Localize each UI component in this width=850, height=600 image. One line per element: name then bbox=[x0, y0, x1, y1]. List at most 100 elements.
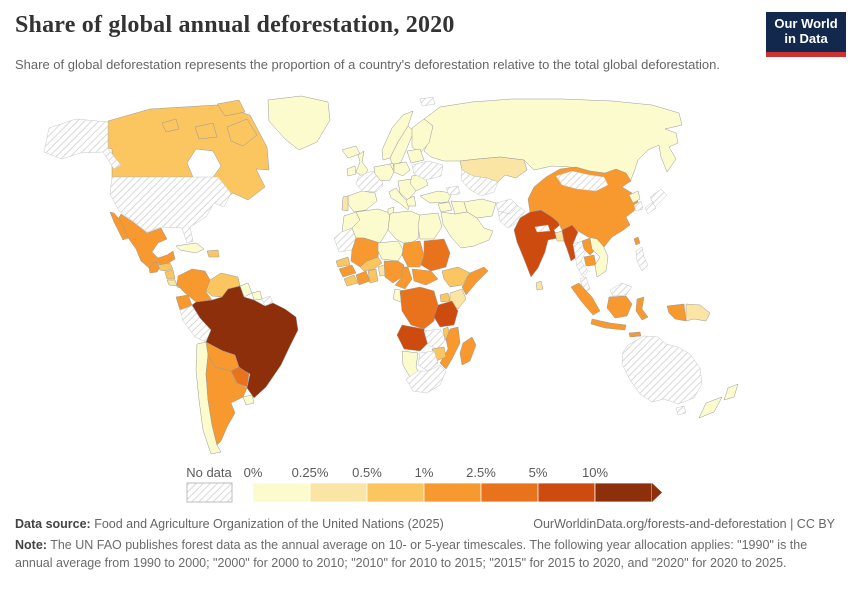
country-car[interactable] bbox=[411, 268, 439, 286]
country-drc[interactable] bbox=[399, 286, 439, 330]
country-sulawesi[interactable] bbox=[635, 296, 649, 321]
country-lesser-sunda[interactable] bbox=[628, 331, 642, 338]
country-borneo[interactable] bbox=[606, 295, 633, 319]
country-suriname[interactable] bbox=[251, 290, 263, 301]
country-iceland[interactable] bbox=[341, 145, 361, 159]
country-greenland[interactable] bbox=[267, 95, 331, 151]
country-central-asia[interactable] bbox=[460, 169, 499, 197]
country-australia[interactable] bbox=[621, 335, 703, 405]
country-libya[interactable] bbox=[387, 210, 421, 246]
country-levant[interactable] bbox=[437, 201, 453, 213]
country-somalia[interactable] bbox=[461, 266, 489, 296]
country-finland[interactable] bbox=[411, 118, 434, 154]
country-madagascar[interactable] bbox=[459, 336, 477, 366]
country-canada-baffin[interactable] bbox=[226, 118, 258, 147]
country-mozambique[interactable] bbox=[439, 326, 461, 370]
country-south-korea[interactable] bbox=[633, 200, 644, 212]
country-italy[interactable] bbox=[388, 187, 411, 211]
country-ukraine[interactable] bbox=[411, 160, 444, 181]
country-canada-victoria[interactable] bbox=[194, 122, 218, 140]
country-tasmania[interactable] bbox=[675, 405, 687, 416]
country-poland[interactable] bbox=[393, 161, 411, 177]
country-java[interactable] bbox=[590, 318, 627, 331]
country-ireland[interactable] bbox=[346, 165, 357, 177]
country-uganda[interactable] bbox=[439, 292, 451, 303]
country-tanzania[interactable] bbox=[433, 300, 459, 328]
country-philippines[interactable] bbox=[635, 246, 649, 272]
country-liberia[interactable] bbox=[343, 274, 359, 287]
world-choropleth-map[interactable]: No data 0% 0.25% 0.5% 1% 2.5% 5% 10% bbox=[0, 95, 850, 510]
country-senegal[interactable] bbox=[335, 256, 351, 268]
country-baltics[interactable] bbox=[406, 148, 425, 164]
country-nepal[interactable] bbox=[534, 224, 551, 233]
license-link[interactable]: OurWorldinData.org/forests-and-deforesta… bbox=[533, 517, 835, 531]
country-honduras[interactable] bbox=[157, 262, 174, 272]
country-ethiopia[interactable] bbox=[441, 266, 471, 288]
legend-swatch-1[interactable] bbox=[309, 482, 368, 503]
country-cameroon[interactable] bbox=[394, 266, 413, 290]
country-caucasus[interactable] bbox=[445, 185, 461, 196]
country-guinea[interactable] bbox=[338, 264, 357, 278]
country-pakistan[interactable] bbox=[497, 205, 526, 229]
country-malaysia-borneo[interactable] bbox=[609, 282, 633, 297]
country-papua-new-guinea[interactable] bbox=[685, 303, 711, 322]
owid-logo[interactable]: Our World in Data bbox=[766, 12, 846, 57]
country-nz-north[interactable] bbox=[723, 383, 739, 401]
country-france[interactable] bbox=[355, 170, 384, 193]
country-niger[interactable] bbox=[377, 240, 405, 262]
owid-logo-line1: Our World bbox=[774, 16, 838, 32]
chart-subtitle: Share of global deforestation represents… bbox=[15, 57, 720, 72]
country-laos[interactable] bbox=[581, 237, 597, 256]
country-canada-island-w[interactable] bbox=[161, 118, 180, 133]
country-south-africa[interactable] bbox=[405, 364, 447, 394]
country-sri-lanka[interactable] bbox=[535, 280, 544, 291]
country-cambodia[interactable] bbox=[583, 254, 597, 267]
country-greece[interactable] bbox=[405, 195, 417, 207]
country-taiwan[interactable] bbox=[633, 236, 641, 246]
country-sudan[interactable] bbox=[420, 238, 451, 272]
legend-no-data-swatch[interactable] bbox=[186, 482, 233, 503]
data-source: Data source: Food and Agriculture Organi… bbox=[15, 517, 444, 531]
legend-swatch-4[interactable] bbox=[480, 482, 539, 503]
country-mexico[interactable] bbox=[116, 213, 176, 269]
legend-swatch-0[interactable] bbox=[252, 482, 311, 503]
country-saudi[interactable] bbox=[440, 211, 494, 249]
country-turkey[interactable] bbox=[419, 190, 453, 204]
country-usa-mainland[interactable] bbox=[109, 176, 232, 244]
country-usa-alaska[interactable] bbox=[43, 118, 122, 170]
country-botswana[interactable] bbox=[417, 350, 439, 372]
legend-swatch-5[interactable] bbox=[537, 482, 596, 503]
country-argentina[interactable] bbox=[205, 354, 248, 446]
country-mexico-baja[interactable] bbox=[109, 211, 129, 241]
country-colombia[interactable] bbox=[176, 268, 213, 303]
legend-swatch-2[interactable] bbox=[366, 482, 425, 503]
country-sumatra[interactable] bbox=[570, 282, 601, 316]
country-cuba[interactable] bbox=[175, 242, 205, 254]
country-japan-kyushu[interactable] bbox=[644, 201, 657, 215]
country-egypt[interactable] bbox=[417, 212, 443, 240]
country-nz-south[interactable] bbox=[698, 396, 723, 419]
country-india[interactable] bbox=[513, 209, 562, 278]
country-angola[interactable] bbox=[396, 324, 429, 352]
country-zambia[interactable] bbox=[423, 328, 447, 350]
country-nicaragua[interactable] bbox=[164, 269, 176, 280]
country-west-papua[interactable] bbox=[666, 303, 687, 322]
country-burkina-faso[interactable] bbox=[359, 256, 383, 272]
country-hispaniola[interactable] bbox=[206, 249, 220, 258]
country-uruguay[interactable] bbox=[242, 394, 255, 406]
legend-swatch-6[interactable] bbox=[594, 482, 653, 503]
country-ghana[interactable] bbox=[367, 268, 379, 284]
legend-swatch-3[interactable] bbox=[423, 482, 482, 503]
country-north-korea[interactable] bbox=[628, 190, 641, 204]
country-chad[interactable] bbox=[401, 240, 425, 268]
country-costa-rica[interactable] bbox=[166, 279, 178, 287]
data-source-label: Data source: bbox=[15, 517, 91, 531]
country-spain[interactable] bbox=[347, 190, 378, 213]
country-china[interactable] bbox=[527, 166, 639, 248]
country-mongolia[interactable] bbox=[555, 170, 609, 192]
country-germany[interactable] bbox=[373, 163, 395, 182]
country-canada-ellesmere[interactable] bbox=[216, 99, 246, 117]
country-svalbard[interactable] bbox=[419, 96, 436, 107]
legend-tick-5: 5% bbox=[529, 465, 548, 480]
country-portugal[interactable] bbox=[341, 195, 349, 212]
